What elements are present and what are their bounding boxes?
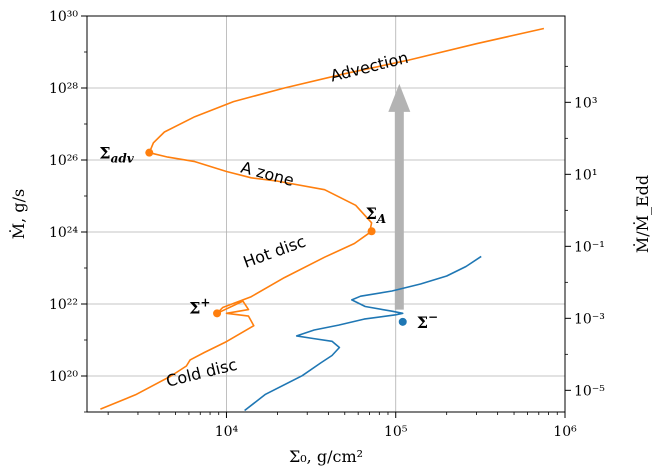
x-axis-label: Σ₀, g/cm² — [289, 447, 363, 466]
x-tick-label: 10⁶ — [553, 424, 577, 440]
series-lines — [100, 27, 545, 412]
y-tick-label: 10²⁶ — [49, 153, 78, 169]
point-marker — [367, 227, 376, 236]
curve-annotation: A zone — [239, 158, 296, 190]
y-right-tick-label: 10³ — [574, 95, 597, 111]
y-tick-label: 10²² — [49, 297, 78, 313]
hot-branch-line — [100, 27, 545, 410]
cold-branch-line — [244, 255, 482, 412]
point-marker — [398, 317, 407, 326]
point-label: ΣA — [366, 204, 387, 226]
y-right-tick-label: 10⁻¹ — [574, 239, 605, 255]
y-axis-label: Ṁ, g/s — [8, 189, 28, 239]
curve-annotation: Hot disc — [241, 232, 309, 272]
point-markers: Σadv ΣA Σ+ Σ− — [99, 144, 438, 332]
y-tick-label: 10²⁴ — [49, 225, 78, 241]
ticks: 10⁴ 10⁵ 10⁶ 10²⁰ 10²² 10²⁴ 10²⁶ 10²⁸ 10³⁰ 10⁻⁵ 10⁻… — [49, 9, 605, 440]
curve-annotation: Advection — [328, 48, 410, 86]
y-right-tick-label: 10¹ — [574, 167, 597, 183]
arrow-head — [388, 83, 411, 112]
y-tick-label: 10³⁰ — [49, 9, 78, 25]
point-marker — [213, 309, 222, 318]
y-right-tick-label: 10⁻⁵ — [574, 383, 605, 399]
x-tick-label: 10⁵ — [384, 424, 408, 440]
curve-annotation: Cold disc — [164, 355, 239, 391]
y-axis-right-label: Ṁ/Ṁ_Edd — [632, 175, 652, 253]
x-tick-label: 10⁴ — [215, 424, 239, 440]
highlight-arrow — [388, 83, 411, 310]
y-right-tick-label: 10⁻³ — [574, 311, 605, 327]
grid — [87, 16, 566, 412]
y-tick-label: 10²⁸ — [49, 81, 78, 97]
plot-frame — [86, 15, 566, 413]
point-label: Σ+ — [189, 295, 210, 317]
point-marker — [145, 148, 154, 157]
point-label: Σadv — [99, 144, 134, 166]
point-label: Σ− — [417, 310, 438, 332]
y-tick-label: 10²⁰ — [49, 369, 78, 385]
